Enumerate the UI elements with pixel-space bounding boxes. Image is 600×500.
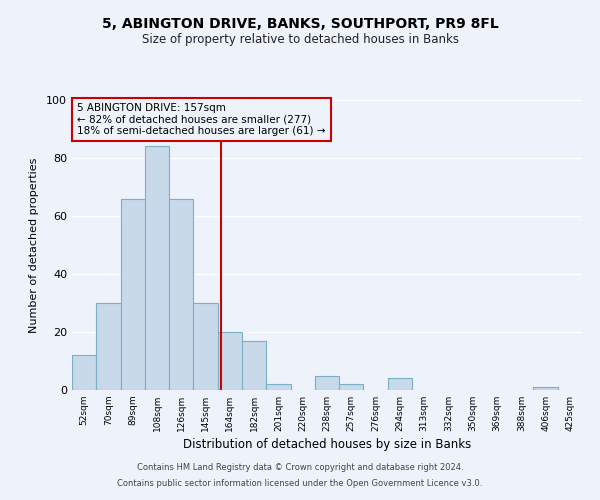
Bar bbox=[145, 146, 169, 390]
Text: 5 ABINGTON DRIVE: 157sqm
← 82% of detached houses are smaller (277)
18% of semi-: 5 ABINGTON DRIVE: 157sqm ← 82% of detach… bbox=[77, 103, 326, 136]
Bar bbox=[121, 198, 145, 390]
Bar bbox=[242, 340, 266, 390]
Bar bbox=[533, 387, 558, 390]
X-axis label: Distribution of detached houses by size in Banks: Distribution of detached houses by size … bbox=[183, 438, 471, 451]
Bar bbox=[96, 303, 121, 390]
Text: Contains HM Land Registry data © Crown copyright and database right 2024.: Contains HM Land Registry data © Crown c… bbox=[137, 464, 463, 472]
Text: Size of property relative to detached houses in Banks: Size of property relative to detached ho… bbox=[142, 32, 458, 46]
Text: Contains public sector information licensed under the Open Government Licence v3: Contains public sector information licen… bbox=[118, 478, 482, 488]
Bar bbox=[315, 376, 339, 390]
Bar bbox=[339, 384, 364, 390]
Bar bbox=[193, 303, 218, 390]
Bar bbox=[218, 332, 242, 390]
Bar bbox=[266, 384, 290, 390]
Text: 5, ABINGTON DRIVE, BANKS, SOUTHPORT, PR9 8FL: 5, ABINGTON DRIVE, BANKS, SOUTHPORT, PR9… bbox=[101, 18, 499, 32]
Bar bbox=[169, 198, 193, 390]
Bar bbox=[72, 355, 96, 390]
Y-axis label: Number of detached properties: Number of detached properties bbox=[29, 158, 39, 332]
Bar bbox=[388, 378, 412, 390]
